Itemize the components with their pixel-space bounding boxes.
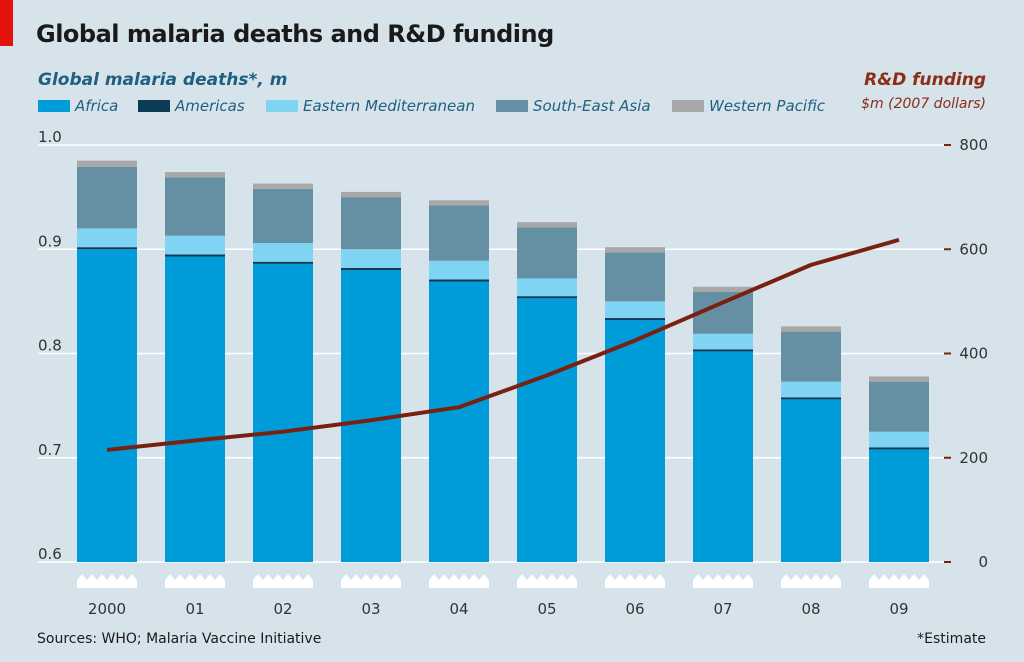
legend-swatch-south-east-asia: [496, 100, 528, 112]
bar-south-east-asia: [341, 197, 401, 250]
x-tick-label: 01: [185, 600, 204, 618]
bar-western-pacific: [869, 376, 929, 382]
y2-tick-label: 400: [959, 345, 988, 363]
bar-south-east-asia: [429, 205, 489, 261]
bar-eastern-mediterranean: [781, 381, 841, 398]
bar-eastern-mediterranean: [605, 301, 665, 319]
y-tick-label: 0.7: [38, 441, 62, 459]
bar-africa: [693, 351, 753, 562]
y-tick-label: 0.6: [38, 545, 62, 563]
bar-western-pacific: [605, 247, 665, 253]
bar-eastern-mediterranean: [869, 431, 929, 448]
axis-break: [341, 574, 401, 588]
right-axis-unit: $m (2007 dollars): [861, 96, 986, 112]
bar-western-pacific: [77, 160, 137, 167]
footnote: *Estimate: [917, 631, 986, 647]
left-axis-title: Global malaria deaths*, m: [38, 70, 288, 90]
bar-eastern-mediterranean: [165, 235, 225, 255]
legend-label-eastern-mediterranean: Eastern Mediterranean: [303, 97, 475, 115]
bar-south-east-asia: [253, 188, 313, 243]
bar-western-pacific: [253, 183, 313, 189]
bar-africa: [429, 281, 489, 562]
bar-western-pacific: [693, 286, 753, 292]
legend-label-americas: Americas: [175, 97, 245, 115]
legend-swatch-africa: [38, 100, 70, 112]
bar-americas: [517, 296, 577, 299]
bar-eastern-mediterranean: [341, 249, 401, 269]
axis-break: [781, 574, 841, 588]
y2-tick-label: 600: [959, 240, 988, 258]
bar-western-pacific: [517, 222, 577, 228]
bar-americas: [693, 349, 753, 352]
legend-swatch-americas: [138, 100, 170, 112]
axis-break: [693, 574, 753, 588]
bar-eastern-mediterranean: [77, 228, 137, 248]
bar-western-pacific: [429, 200, 489, 206]
bar-americas: [253, 261, 313, 264]
source-note: Sources: WHO; Malaria Vaccine Initiative: [37, 631, 322, 647]
bar-eastern-mediterranean: [429, 260, 489, 280]
y2-tick-label: 800: [959, 136, 988, 154]
bar-africa: [517, 298, 577, 562]
bar-africa: [77, 249, 137, 562]
x-tick-label: 09: [889, 600, 908, 618]
axis-break: [429, 574, 489, 588]
bar-western-pacific: [781, 326, 841, 332]
brand-accent-bar: [0, 0, 13, 46]
x-tick-label: 08: [801, 600, 820, 618]
bar-americas: [341, 268, 401, 271]
legend-label-south-east-asia: South-East Asia: [533, 97, 651, 115]
bar-americas: [781, 397, 841, 400]
bar-south-east-asia: [77, 166, 137, 229]
bar-africa: [253, 263, 313, 562]
bar-eastern-mediterranean: [517, 278, 577, 297]
bar-africa: [165, 256, 225, 562]
bar-americas: [605, 318, 665, 321]
bar-south-east-asia: [869, 381, 929, 432]
bar-africa: [869, 449, 929, 562]
bar-south-east-asia: [605, 252, 665, 302]
x-tick-label: 07: [713, 600, 732, 618]
bar-americas: [165, 254, 225, 257]
chart-title: Global malaria deaths and R&D funding: [36, 20, 554, 48]
axis-break: [517, 574, 577, 588]
y-tick-label: 1.0: [38, 128, 62, 146]
axis-break: [869, 574, 929, 588]
bar-south-east-asia: [781, 331, 841, 382]
bar-americas: [77, 247, 137, 250]
axis-break: [253, 574, 313, 588]
y-tick-label: 0.8: [38, 337, 62, 355]
bar-africa: [605, 320, 665, 562]
bar-africa: [781, 399, 841, 562]
x-tick-label: 04: [449, 600, 468, 618]
bar-americas: [429, 279, 489, 282]
x-tick-label: 06: [625, 600, 644, 618]
legend-label-africa: Africa: [75, 97, 119, 115]
bar-americas: [869, 447, 929, 450]
y2-tick-label: 200: [959, 449, 988, 467]
bar-eastern-mediterranean: [693, 333, 753, 350]
x-tick-label: 03: [361, 600, 380, 618]
axis-break: [77, 574, 137, 588]
bar-south-east-asia: [517, 227, 577, 279]
legend-swatch-western-pacific: [672, 100, 704, 112]
y-tick-label: 0.9: [38, 232, 62, 250]
x-tick-label: 02: [273, 600, 292, 618]
bar-south-east-asia: [165, 177, 225, 236]
funding-line: [106, 237, 900, 452]
axis-break: [605, 574, 665, 588]
axis-break: [165, 574, 225, 588]
bar-eastern-mediterranean: [253, 242, 313, 262]
legend-label-western-pacific: Western Pacific: [709, 97, 826, 115]
legend-swatch-eastern-mediterranean: [266, 100, 298, 112]
bar-western-pacific: [341, 191, 401, 198]
right-axis-title: R&D funding: [864, 70, 986, 90]
x-tick-label: 05: [537, 600, 556, 618]
y2-tick-label: 0: [978, 553, 988, 571]
x-tick-label: 2000: [88, 600, 126, 618]
bar-western-pacific: [165, 172, 225, 178]
